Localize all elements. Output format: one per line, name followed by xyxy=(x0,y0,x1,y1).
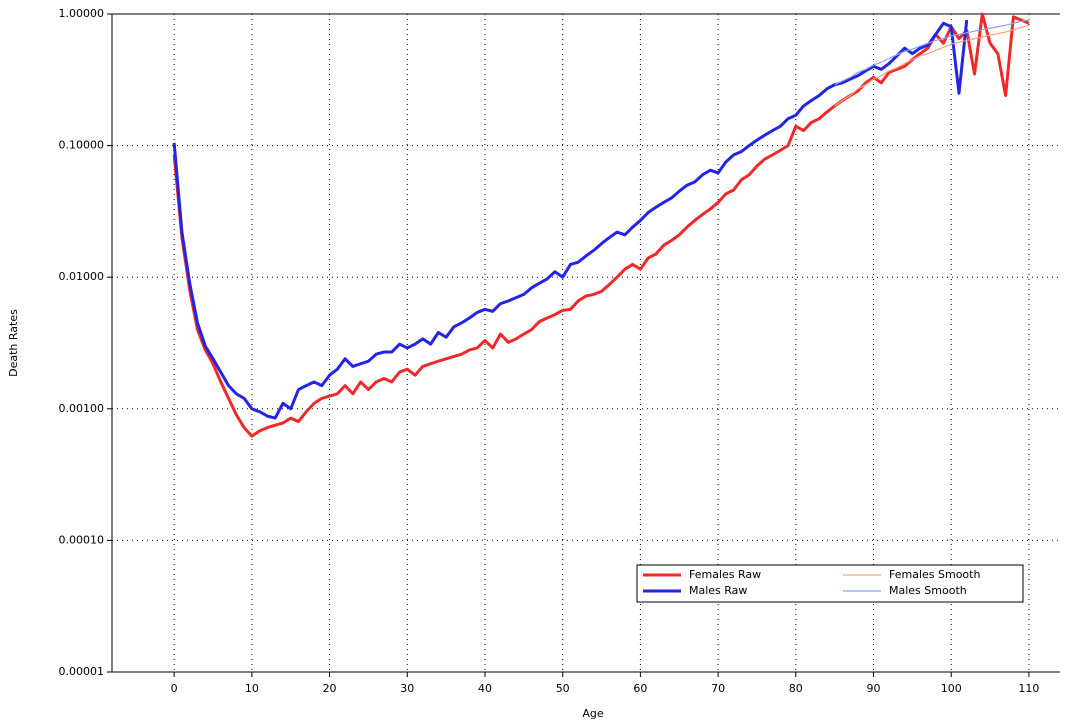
legend-box xyxy=(636,564,1024,603)
x-tick-label: 0 xyxy=(171,682,178,695)
series-line xyxy=(172,12,1030,438)
x-tick-label: 60 xyxy=(633,682,647,695)
legend-label: Males Raw xyxy=(689,584,747,597)
y-tick-label: 0.00100 xyxy=(59,402,105,415)
x-axis-label: Age xyxy=(582,707,604,720)
plot-area xyxy=(112,14,1060,672)
x-tick-label: 110 xyxy=(1018,682,1039,695)
y-tick-label: 1.00000 xyxy=(59,7,105,20)
y-axis-label: Death Rates xyxy=(7,309,20,377)
legend-label: Females Raw xyxy=(689,568,761,581)
x-tick-label: 100 xyxy=(941,682,962,695)
legend-label: Males Smooth xyxy=(889,584,967,597)
x-tick-label: 20 xyxy=(323,682,337,695)
x-tick-label: 80 xyxy=(789,682,803,695)
x-tick-label: 70 xyxy=(711,682,725,695)
x-tick-label: 50 xyxy=(556,682,570,695)
x-tick-label: 90 xyxy=(867,682,881,695)
y-tick-label: 0.01000 xyxy=(59,270,105,283)
series-line xyxy=(834,24,1030,107)
y-tick-label: 0.10000 xyxy=(59,139,105,152)
x-tick-label: 30 xyxy=(400,682,414,695)
legend-label: Females Smooth xyxy=(889,568,980,581)
x-tick-label: 40 xyxy=(478,682,492,695)
series-line xyxy=(834,19,1030,86)
x-tick-label: 10 xyxy=(245,682,259,695)
y-tick-label: 0.00001 xyxy=(59,665,105,678)
y-tick-label: 0.00010 xyxy=(59,533,105,546)
